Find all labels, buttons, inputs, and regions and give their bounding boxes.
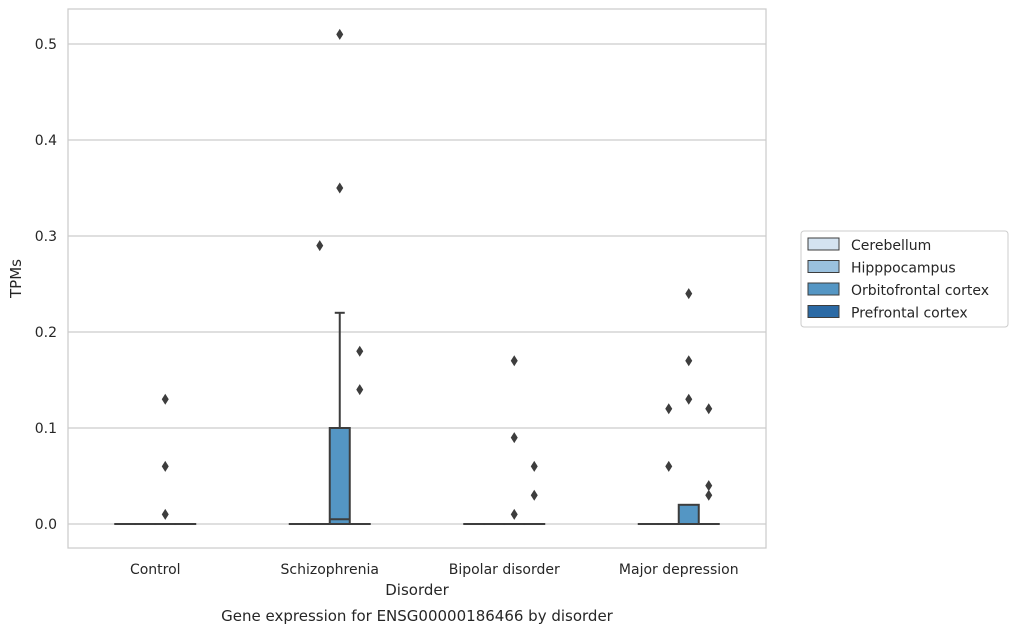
- legend-swatch: [807, 305, 840, 318]
- boxes-layer: [114, 311, 720, 526]
- outlier-point: [161, 460, 169, 472]
- figure-caption: Gene expression for ENSG00000186466 by d…: [221, 607, 614, 625]
- outlier-point: [665, 403, 673, 415]
- outlier-point: [685, 288, 693, 300]
- outlier-point: [510, 508, 518, 520]
- outlier-point: [510, 432, 518, 444]
- y-tick-label: 0.2: [35, 325, 57, 341]
- box-body: [328, 427, 351, 525]
- box-orbitofrontal-cortex: [677, 503, 700, 525]
- outliers-layer: [161, 28, 713, 520]
- y-axis-label: TPMs: [7, 259, 25, 299]
- x-tick-label: Control: [130, 562, 181, 578]
- outlier-point: [316, 240, 324, 252]
- y-tick-label: 0.4: [35, 133, 57, 149]
- legend-frame: [800, 230, 1009, 328]
- y-tick-label: 0.1: [35, 421, 57, 437]
- outlier-point: [161, 508, 169, 520]
- outlier-point: [356, 384, 364, 396]
- outlier-point: [336, 182, 344, 194]
- legend-label: Cerebellum: [851, 238, 931, 254]
- x-tick-label: Schizophrenia: [281, 562, 379, 578]
- y-tick-label: 0.0: [35, 517, 57, 533]
- grid-layer: [68, 43, 766, 525]
- legend-label: Orbitofrontal cortex: [851, 283, 989, 299]
- outlier-point: [356, 345, 364, 357]
- x-tick-label: Major depression: [619, 562, 739, 578]
- outlier-point: [510, 355, 518, 367]
- y-tick-label: 0.3: [35, 229, 57, 245]
- outlier-point: [685, 355, 693, 367]
- legend-swatch: [807, 282, 840, 296]
- outlier-point: [705, 480, 713, 492]
- legend-swatch: [807, 237, 840, 251]
- x-axis-label: Disorder: [385, 581, 449, 599]
- y-tick-label: 0.5: [35, 37, 57, 53]
- box-body: [677, 503, 700, 525]
- outlier-point: [705, 403, 713, 415]
- x-tick-label: Bipolar disorder: [449, 562, 560, 578]
- legend-items: Cerebellum Hipppocampus Orbitofrontal cort…: [807, 237, 989, 322]
- legend: Cerebellum Hipppocampus Orbitofrontal cort…: [800, 230, 1009, 328]
- outlier-point: [336, 28, 344, 40]
- outlier-point: [161, 393, 169, 405]
- plot-frame: [67, 8, 767, 549]
- y-tick-labels: 0.0 0.1 0.2 0.3 0.4 0.5: [35, 37, 57, 533]
- outlier-point: [665, 460, 673, 472]
- outlier-point: [685, 393, 693, 405]
- legend-swatch: [807, 260, 840, 273]
- legend-label: Prefrontal cortex: [851, 306, 968, 322]
- x-tick-labels: Control Schizophrenia Bipolar disorder Majo…: [130, 562, 739, 578]
- box-orbitofrontal-cortex: [328, 311, 351, 525]
- outlier-point: [530, 460, 538, 472]
- legend-label: Hipppocampus: [851, 261, 956, 277]
- outlier-point: [705, 489, 713, 501]
- outlier-point: [530, 489, 538, 501]
